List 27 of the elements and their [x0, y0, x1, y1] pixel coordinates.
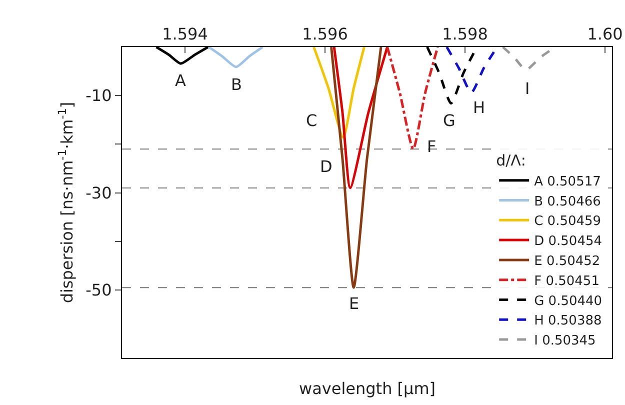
y-tick-label: -10	[86, 86, 112, 106]
x-tick-label: 1.594	[162, 24, 208, 44]
legend-label: I 0.50345	[534, 334, 596, 349]
x-tick-label: 1.60	[587, 24, 623, 44]
x-axis-title: wavelength [µm]	[299, 379, 436, 398]
legend-label: E 0.50452	[534, 254, 600, 270]
annotation: A	[175, 71, 186, 90]
legend-label: H 0.50388	[534, 314, 602, 329]
annotation: G	[443, 111, 456, 130]
y-tick-label: -50	[86, 280, 112, 300]
annotation: E	[349, 294, 360, 313]
annotation: D	[320, 157, 332, 176]
annotation: F	[427, 137, 436, 156]
y-tick-label: -30	[86, 183, 112, 202]
annotation: C	[306, 111, 318, 130]
legend-label: F 0.50451	[534, 274, 600, 289]
x-tick-label: 1.596	[302, 24, 348, 44]
legend-label: A 0.50517	[534, 174, 601, 190]
annotation: I	[525, 79, 530, 98]
legend-label: D 0.50454	[534, 234, 602, 250]
x-tick-label: 1.598	[442, 24, 488, 44]
legend-label: C 0.50459	[534, 214, 602, 230]
annotation: B	[231, 75, 242, 94]
annotation: H	[473, 98, 486, 117]
legend-label: B 0.50466	[534, 194, 601, 210]
legend-title: d/Λ:	[496, 151, 526, 170]
legend-label: G 0.50440	[534, 294, 602, 309]
